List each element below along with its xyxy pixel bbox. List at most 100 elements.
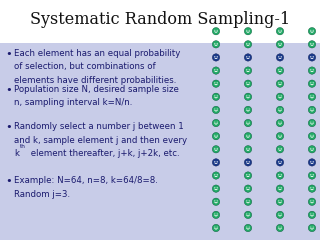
Ellipse shape (212, 93, 220, 101)
Ellipse shape (244, 28, 252, 35)
Ellipse shape (308, 93, 316, 101)
Ellipse shape (278, 30, 279, 31)
Ellipse shape (276, 41, 284, 48)
Ellipse shape (217, 56, 218, 57)
Text: Randomly select a number j between 1: Randomly select a number j between 1 (14, 122, 184, 132)
Ellipse shape (214, 56, 215, 57)
Ellipse shape (217, 43, 218, 44)
Ellipse shape (244, 172, 252, 179)
Ellipse shape (217, 161, 218, 162)
Ellipse shape (249, 43, 250, 44)
Ellipse shape (308, 185, 316, 192)
Ellipse shape (281, 82, 282, 83)
Ellipse shape (246, 148, 247, 149)
Ellipse shape (246, 200, 247, 201)
Ellipse shape (278, 161, 279, 162)
Ellipse shape (313, 227, 314, 228)
Ellipse shape (308, 198, 316, 205)
Ellipse shape (313, 43, 314, 44)
Ellipse shape (246, 108, 247, 109)
Ellipse shape (249, 174, 250, 175)
Ellipse shape (276, 146, 284, 153)
Ellipse shape (308, 211, 316, 219)
Ellipse shape (244, 119, 252, 127)
Ellipse shape (214, 135, 215, 136)
Ellipse shape (308, 159, 316, 166)
Ellipse shape (281, 213, 282, 215)
Ellipse shape (244, 211, 252, 219)
Ellipse shape (278, 56, 279, 57)
Ellipse shape (281, 43, 282, 44)
Ellipse shape (214, 122, 215, 123)
Text: Each element has an equal probability: Each element has an equal probability (14, 49, 181, 58)
Ellipse shape (217, 95, 218, 96)
Ellipse shape (308, 172, 316, 179)
Ellipse shape (278, 69, 279, 70)
Ellipse shape (276, 106, 284, 114)
Ellipse shape (244, 132, 252, 140)
Ellipse shape (214, 43, 215, 44)
Ellipse shape (313, 95, 314, 96)
Ellipse shape (313, 56, 314, 57)
Text: and k, sample element j and then every: and k, sample element j and then every (14, 136, 188, 144)
Ellipse shape (246, 56, 247, 57)
Text: th: th (20, 144, 25, 150)
Ellipse shape (217, 69, 218, 70)
Ellipse shape (276, 119, 284, 127)
Ellipse shape (249, 227, 250, 228)
Ellipse shape (246, 187, 247, 188)
Text: Systematic Random Sampling-1: Systematic Random Sampling-1 (30, 11, 290, 28)
Ellipse shape (310, 200, 311, 201)
Text: of selection, but combinations of: of selection, but combinations of (14, 62, 156, 72)
Ellipse shape (278, 95, 279, 96)
Ellipse shape (217, 122, 218, 123)
Ellipse shape (214, 200, 215, 201)
Ellipse shape (217, 227, 218, 228)
Ellipse shape (308, 28, 316, 35)
Ellipse shape (276, 172, 284, 179)
Ellipse shape (281, 174, 282, 175)
Ellipse shape (313, 122, 314, 123)
Ellipse shape (310, 213, 311, 215)
Ellipse shape (278, 122, 279, 123)
Ellipse shape (212, 28, 220, 35)
Ellipse shape (246, 174, 247, 175)
Ellipse shape (281, 135, 282, 136)
Ellipse shape (308, 41, 316, 48)
Ellipse shape (278, 43, 279, 44)
Ellipse shape (244, 80, 252, 87)
Ellipse shape (249, 161, 250, 162)
Ellipse shape (281, 56, 282, 57)
Ellipse shape (212, 132, 220, 140)
Ellipse shape (308, 146, 316, 153)
Ellipse shape (244, 198, 252, 205)
Ellipse shape (212, 224, 220, 232)
Ellipse shape (281, 108, 282, 109)
Ellipse shape (249, 30, 250, 31)
Ellipse shape (214, 161, 215, 162)
Ellipse shape (249, 122, 250, 123)
Ellipse shape (217, 187, 218, 188)
Ellipse shape (244, 54, 252, 61)
Ellipse shape (249, 213, 250, 215)
Ellipse shape (214, 187, 215, 188)
Ellipse shape (217, 148, 218, 149)
Ellipse shape (246, 227, 247, 228)
Ellipse shape (278, 82, 279, 83)
Ellipse shape (313, 200, 314, 201)
Ellipse shape (249, 187, 250, 188)
Text: •: • (5, 122, 12, 132)
Ellipse shape (246, 43, 247, 44)
Ellipse shape (276, 198, 284, 205)
Ellipse shape (212, 119, 220, 127)
Ellipse shape (281, 187, 282, 188)
Ellipse shape (244, 185, 252, 192)
Ellipse shape (313, 82, 314, 83)
Ellipse shape (214, 227, 215, 228)
Ellipse shape (217, 82, 218, 83)
Ellipse shape (212, 80, 220, 87)
Ellipse shape (310, 187, 311, 188)
Ellipse shape (246, 82, 247, 83)
Ellipse shape (308, 132, 316, 140)
Ellipse shape (310, 161, 311, 162)
